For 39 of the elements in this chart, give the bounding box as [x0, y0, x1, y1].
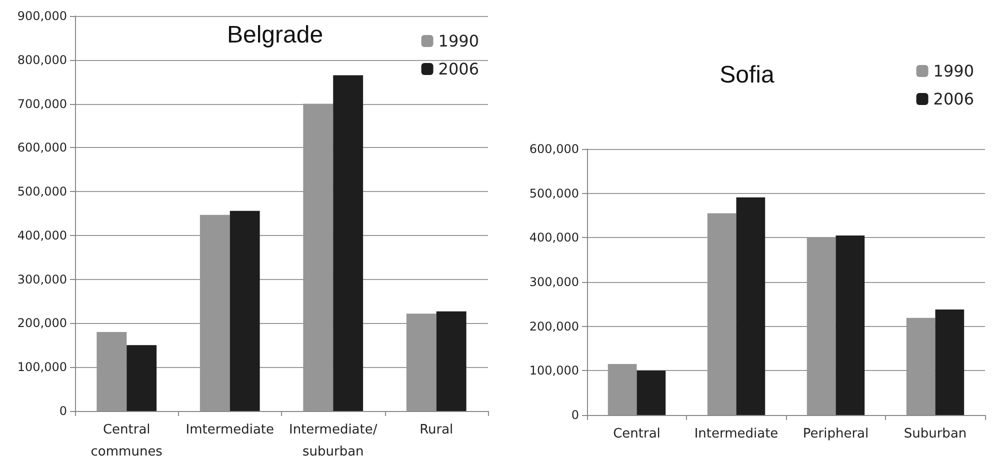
y-tick-label: 100,000 [17, 360, 67, 374]
y-tick-label: 500,000 [17, 184, 67, 199]
bar [230, 210, 260, 411]
y-tick-label: 200,000 [529, 319, 579, 334]
y-tick-label: 0 [571, 408, 579, 422]
y-tick-label: 300,000 [17, 272, 67, 286]
legend-label: 1990 [438, 32, 479, 50]
y-tick-label: 300,000 [529, 275, 579, 289]
x-tick-label: Suburban [904, 426, 967, 442]
y-tick-label: 100,000 [529, 364, 579, 378]
bar [736, 197, 766, 415]
legend-label: 2006 [933, 90, 974, 108]
y-tick-label: 600,000 [529, 142, 579, 156]
y-tick-label: 900,000 [17, 9, 67, 23]
x-tick-label: Intermediate [694, 426, 778, 442]
chart-title: Belgrade [226, 22, 324, 48]
y-tick-label: 800,000 [17, 52, 67, 67]
legend-label: 2006 [438, 60, 479, 78]
bar [636, 370, 666, 415]
x-tick-label: Central communes [90, 422, 163, 460]
bar [436, 311, 466, 411]
x-tick-label: Central [613, 426, 660, 442]
y-tick-label: 600,000 [17, 140, 67, 155]
x-tick-label: Intermediate/ suburban [288, 422, 378, 460]
y-tick-label: 400,000 [17, 228, 67, 242]
bar [935, 309, 964, 415]
x-tick-label: Imtermediate [186, 422, 274, 438]
y-tick-label: 0 [59, 404, 67, 418]
chart-title: Sofia [720, 62, 776, 88]
bar [836, 235, 865, 415]
y-tick-label: 200,000 [17, 316, 67, 330]
x-tick-label: Peripheral [802, 426, 869, 442]
y-tick-label: 700,000 [17, 96, 67, 111]
bar [126, 345, 157, 411]
y-tick-label: 500,000 [529, 186, 579, 200]
bar [333, 75, 364, 411]
x-tick-label: Rural [420, 422, 454, 438]
y-tick-label: 400,000 [529, 230, 579, 245]
legend-label: 1990 [933, 62, 974, 80]
